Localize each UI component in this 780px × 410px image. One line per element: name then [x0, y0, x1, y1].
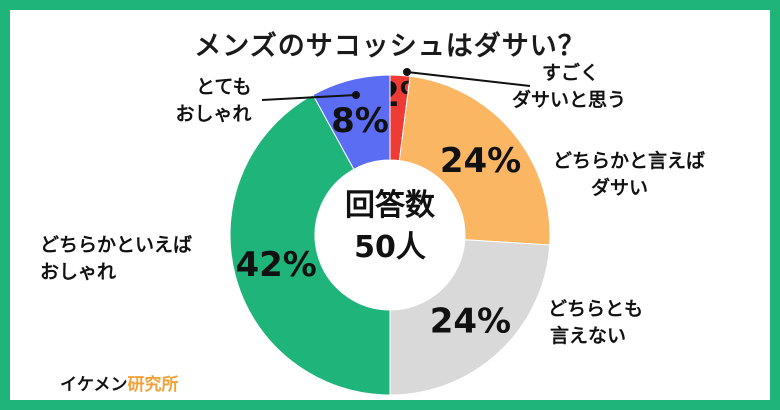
value-label-somewhat-dasai: 24%	[440, 141, 521, 181]
center-value: 50人	[354, 230, 426, 265]
value-label-very-stylish: 8%	[331, 101, 389, 141]
leader-line-very-stylish	[261, 94, 357, 101]
leader-line-very-dasai	[406, 71, 531, 87]
value-label-somewhat-stylish: 42%	[235, 245, 316, 285]
center-label: 回答数 50人	[300, 186, 480, 270]
slice-label-somewhat-dasai: どちらかと言えば ダサい	[553, 150, 706, 199]
chart-title: メンズのサコッシュはダサい？	[194, 31, 586, 62]
slice-somewhat-dasai	[398, 75, 551, 246]
brand-logo: イケメン研究所	[60, 375, 179, 395]
slice-label-very-stylish: とても おしゃれ	[175, 76, 252, 125]
value-label-neither: 24%	[430, 302, 511, 342]
slice-somewhat-stylish	[229, 94, 391, 396]
slice-label-very-dasai: すごく ダサいと思う	[512, 62, 627, 111]
slice-neither	[389, 239, 551, 396]
leader-line-very-stylish-dot	[352, 91, 360, 99]
slice-label-neither: どちらとも 言えない	[548, 298, 644, 347]
slice-label-somewhat-stylish: どちらかといえば おしゃれ	[40, 234, 193, 283]
leader-line-very-dasai-dot	[403, 68, 411, 76]
center-title: 回答数	[345, 188, 435, 223]
slice-very-stylish	[312, 74, 391, 170]
